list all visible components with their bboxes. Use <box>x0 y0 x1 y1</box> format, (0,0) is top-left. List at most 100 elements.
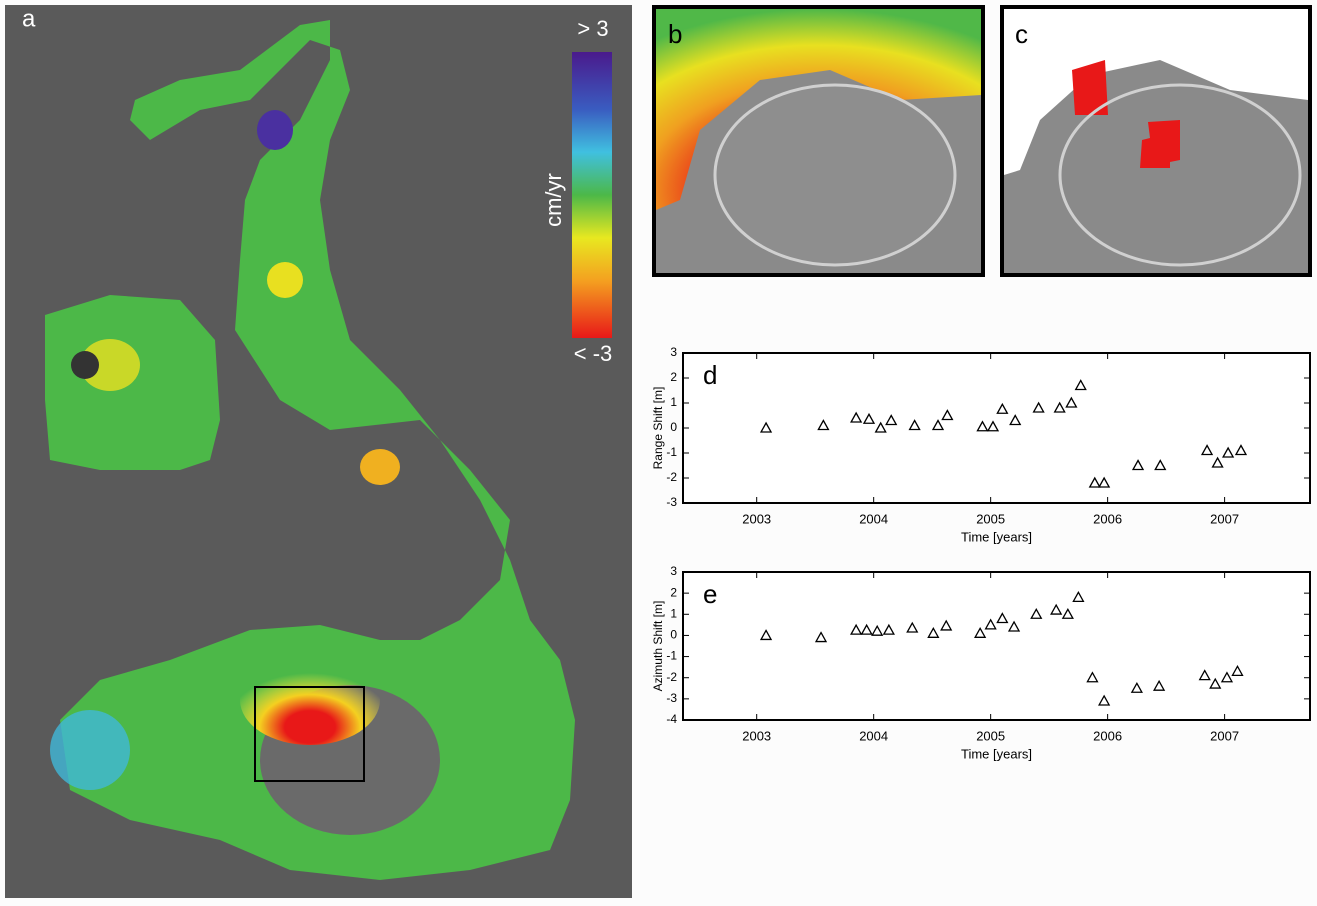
y-tick-label: -1 <box>666 649 677 663</box>
y-tick-label: -2 <box>666 470 677 484</box>
x-tick-label: 2005 <box>976 728 1005 743</box>
data-point <box>814 631 828 643</box>
deformation <box>80 339 140 391</box>
panel-label: a <box>22 5 36 32</box>
deformation <box>257 110 293 150</box>
data-point <box>1086 671 1099 683</box>
caldera <box>713 83 957 267</box>
y-axis-label: Azimuth Shift [m] <box>651 601 665 692</box>
panel-b: b <box>652 5 985 277</box>
panel-label: b <box>668 19 682 49</box>
data-point <box>986 420 1000 432</box>
deformation <box>50 710 130 790</box>
y-tick-label: 3 <box>670 564 677 578</box>
data-point <box>817 419 830 431</box>
data-point <box>996 402 1009 414</box>
panel-c: c <box>1000 5 1312 277</box>
data-point <box>862 412 876 424</box>
data-point <box>1200 444 1214 456</box>
data-point <box>1074 379 1087 391</box>
island <box>45 295 220 470</box>
x-tick-label: 2006 <box>1093 511 1122 526</box>
data-point <box>1198 669 1211 681</box>
data-point <box>1072 591 1085 603</box>
map-panel: a > 3 < -3 cm/yr <box>5 5 632 898</box>
data-point <box>882 623 895 635</box>
data-point <box>1131 459 1145 471</box>
island <box>60 20 575 880</box>
data-point <box>1050 603 1063 615</box>
data-point <box>1030 607 1043 619</box>
x-tick-label: 2006 <box>1093 728 1122 743</box>
y-tick-label: 0 <box>670 420 677 434</box>
x-axis-label: Time [years] <box>961 529 1032 544</box>
y-tick-label: 3 <box>670 345 677 359</box>
data-point <box>1098 694 1111 706</box>
data-point <box>1211 456 1224 468</box>
panel-label: e <box>703 579 717 609</box>
panel-label: d <box>703 360 717 390</box>
y-tick-label: 2 <box>670 585 677 599</box>
x-tick-label: 2004 <box>859 728 888 743</box>
data-point <box>1220 671 1234 683</box>
y-tick-label: -3 <box>666 495 677 509</box>
x-tick-label: 2003 <box>742 728 771 743</box>
x-axis-label: Time [years] <box>961 746 1032 761</box>
y-tick-label: 0 <box>670 628 677 642</box>
data-point <box>850 623 863 635</box>
x-tick-label: 2003 <box>742 511 771 526</box>
data-point <box>1209 677 1222 689</box>
colorbar-min: < -3 <box>574 341 613 366</box>
data-point <box>996 612 1009 624</box>
charts: -3 -2 -1 0 1 2 3 2003 2004 2005 2006 2007 Time [year… <box>651 345 1311 761</box>
deformation <box>267 262 303 298</box>
data-point <box>759 421 773 433</box>
mask <box>1004 9 1308 175</box>
colorbar-title: cm/yr <box>541 173 566 227</box>
y-tick-label: -4 <box>666 712 677 726</box>
data-point <box>1130 681 1143 693</box>
colorbar-max: > 3 <box>577 16 608 41</box>
x-tick-label: 2007 <box>1210 728 1239 743</box>
data-point <box>874 421 887 433</box>
x-tick-label: 2007 <box>1210 511 1239 526</box>
data-point <box>1088 476 1101 488</box>
data-point <box>1032 401 1045 413</box>
data-point <box>941 409 954 421</box>
deformation <box>1072 60 1108 115</box>
y-axis-label: Range Shift [m] <box>651 387 665 470</box>
caldera <box>1058 83 1302 267</box>
data-point <box>940 619 953 631</box>
y-tick-label: 1 <box>670 606 677 620</box>
data-point <box>1231 665 1244 677</box>
data-point <box>1009 414 1022 426</box>
data-point <box>908 419 921 431</box>
data-point <box>931 419 945 431</box>
y-tick-label: -1 <box>666 445 677 459</box>
deformation <box>656 9 981 210</box>
data-point <box>1007 620 1021 632</box>
data-point <box>871 624 884 636</box>
y-tick-label: 1 <box>670 395 677 409</box>
data-point <box>1053 401 1066 413</box>
plot-frame <box>682 571 1311 721</box>
x-tick-label: 2005 <box>976 511 1005 526</box>
data-point <box>885 414 898 426</box>
y-tick-label: -2 <box>666 670 677 684</box>
deformation <box>240 655 380 745</box>
data-point <box>1222 446 1235 458</box>
data-point <box>1154 459 1167 471</box>
deformation <box>360 449 400 485</box>
data-point <box>1061 607 1074 619</box>
colorbar <box>572 52 612 338</box>
x-tick-label: 2004 <box>859 511 888 526</box>
data-point <box>906 621 919 633</box>
inset-box <box>254 686 365 782</box>
data-point <box>1152 679 1166 691</box>
data-point <box>976 420 989 432</box>
deformation <box>1140 120 1180 168</box>
data-point <box>1098 476 1111 488</box>
data-point <box>860 623 873 635</box>
data-point <box>759 629 773 641</box>
